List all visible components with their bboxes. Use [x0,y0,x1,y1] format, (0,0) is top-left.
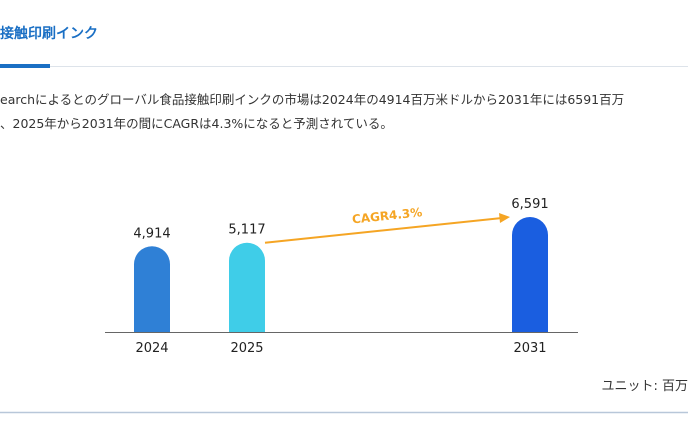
arrow-head [499,213,510,223]
value-label: 5,117 [228,223,265,238]
x-tick-label: 2031 [513,341,546,356]
tab-underline [0,64,50,68]
unit-label: ユニット: 百万 [601,379,688,394]
paragraph-line: 、2025年から2031年の間にCAGRは4.3%になると予測されている。 [0,116,393,131]
x-tick-label: 2025 [230,341,263,356]
paragraph-line: earchによるとのグローバル食品接触印刷インクの市場は2024年の4914百万… [0,92,624,107]
annotation: CAGR4.3% [351,205,423,226]
value-label: 6,591 [511,197,548,212]
cagr-arrow [264,217,503,244]
x-tick-label: 2024 [135,341,168,356]
bar [229,242,265,332]
section-title: 接触印刷インク [0,25,98,42]
bar [512,217,548,332]
value-label: 4,914 [133,226,170,241]
bar [134,246,170,332]
